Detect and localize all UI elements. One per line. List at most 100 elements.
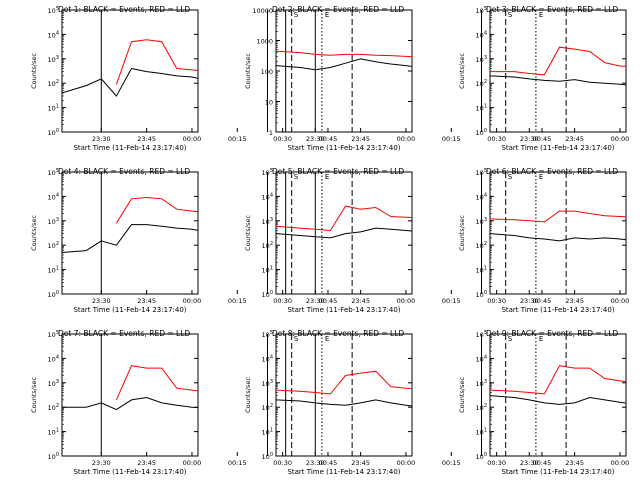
y-tick-label: 105 [48,6,59,15]
marker-start-letter: S [294,11,299,19]
y-axis-label: Counts/sec [458,215,466,251]
detector-panel-7: Det 7: BLACK = Events, RED = LLD10010110… [30,329,353,476]
x-tick-label: 23:45 [137,297,156,305]
y-tick-label: 104 [476,30,487,39]
plot-frame [61,333,199,457]
y-tick-label: 100 [476,128,487,137]
x-tick-label: 00:00 [397,297,416,305]
y-tick-label: 104 [262,192,273,201]
plot-frame [275,333,413,457]
plot-frame [275,9,413,133]
y-tick-label: 104 [48,192,59,201]
marker-end-letter: E [325,11,329,19]
y-axis-label: Counts/sec [458,377,466,413]
x-tick-label: 00:30 [273,297,292,305]
plot-frame [275,171,413,295]
y-tick-label: 100 [262,290,273,299]
events-series-line [62,224,198,253]
lld-series-line [276,370,412,395]
plot-frame [61,171,199,295]
x-tick-label: 23:30 [306,135,325,143]
x-axis-label: Start Time (11-Feb-14 23:17:40) [501,144,614,152]
marker-end-letter: E [325,173,329,181]
detector-panel-5: Det 5: BLACK = Events, RED = LLD10010110… [244,167,567,314]
detector-panel-4: Det 4: BLACK = Events, RED = LLD10010110… [30,167,353,314]
x-axis-label: Start Time (11-Feb-14 23:17:40) [287,144,400,152]
x-tick-label: 00:00 [397,135,416,143]
x-tick-label: 23:45 [351,135,370,143]
x-tick-label: 00:15 [442,135,461,143]
detector-panel-9: Det 9: BLACK = Events, RED = LLD10010110… [458,329,629,476]
y-tick-label: 102 [262,403,273,412]
y-tick-label: 102 [476,79,487,88]
x-tick-label: 23:30 [92,297,111,305]
y-axis-label: Counts/sec [244,53,252,89]
lld-series-line [276,50,412,58]
y-tick-label: 102 [262,241,273,250]
detector-panel-8: Det 8: BLACK = Events, RED = LLD10010110… [244,329,567,476]
y-tick-label: 10000 [252,7,273,15]
x-tick-label: 23:45 [565,459,584,467]
events-series-line [62,396,198,411]
marker-end-letter: E [539,11,543,19]
y-axis-label: Counts/sec [30,377,38,413]
x-tick-label: 00:00 [611,135,630,143]
marker-start-letter: S [294,173,299,181]
x-tick-label: 00:00 [611,297,630,305]
y-tick-label: 100 [48,452,59,461]
y-tick-label: 105 [48,168,59,177]
x-tick-label: 00:45 [533,135,552,143]
events-series-line [490,395,626,405]
events-series-line [276,227,412,239]
x-axis-label: Start Time (11-Feb-14 23:17:40) [73,144,186,152]
x-tick-label: 00:45 [319,459,338,467]
x-axis-label: Start Time (11-Feb-14 23:17:40) [73,306,186,314]
y-tick-label: 103 [48,379,59,388]
x-tick-label: 23:45 [351,459,370,467]
x-axis-label: Start Time (11-Feb-14 23:17:40) [501,306,614,314]
x-axis-label: Start Time (11-Feb-14 23:17:40) [287,306,400,314]
marker-start-letter: S [294,335,299,343]
y-axis-label: Counts/sec [30,53,38,89]
x-tick-label: 23:45 [565,297,584,305]
y-tick-label: 104 [262,354,273,363]
marker-start-letter: S [508,173,513,181]
x-axis-label: Start Time (11-Feb-14 23:17:40) [501,468,614,476]
y-tick-label: 103 [476,55,487,64]
x-tick-label: 00:00 [397,459,416,467]
x-tick-label: 00:15 [228,459,247,467]
x-tick-label: 23:30 [520,459,539,467]
x-tick-label: 23:30 [520,297,539,305]
x-tick-label: 00:15 [442,459,461,467]
plot-frame [489,9,627,133]
y-tick-label: 104 [48,30,59,39]
y-tick-label: 101 [476,266,487,275]
events-series-line [490,233,626,242]
detector-panel-6: Det 6: BLACK = Events, RED = LLD10010110… [458,167,630,314]
y-tick-label: 101 [476,428,487,437]
y-axis-label: Counts/sec [458,53,466,89]
marker-start-letter: S [508,335,513,343]
y-tick-label: 101 [262,266,273,275]
marker-start-letter: S [508,11,513,19]
y-tick-label: 1 [269,129,273,137]
x-tick-label: 00:15 [442,297,461,305]
events-series-line [276,58,412,71]
detector-panel-2: Det 2: BLACK = Events, RED = LLD11010010… [244,5,567,152]
x-tick-label: 00:00 [183,459,202,467]
x-tick-label: 00:30 [487,135,506,143]
y-tick-label: 1000 [256,38,273,46]
x-tick-label: 00:45 [533,297,552,305]
marker-end-letter: E [539,173,543,181]
y-axis-label: Counts/sec [244,377,252,413]
y-tick-label: 105 [476,168,487,177]
y-tick-label: 102 [48,403,59,412]
x-tick-label: 23:45 [351,297,370,305]
y-tick-label: 101 [48,428,59,437]
detector-panel-3: Det 3: BLACK = Events, RED = LLD10010110… [458,5,630,152]
x-tick-label: 00:45 [319,135,338,143]
y-axis-label: Counts/sec [30,215,38,251]
y-tick-label: 103 [262,379,273,388]
